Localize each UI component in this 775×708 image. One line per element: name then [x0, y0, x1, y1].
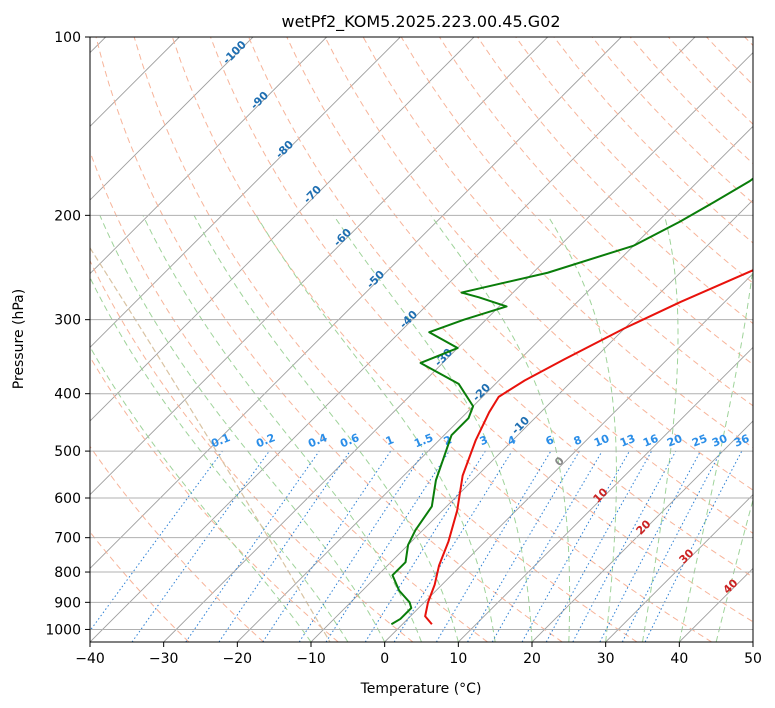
isotherm-line-8: [90, 37, 401, 348]
isotherm-line-12: [90, 37, 696, 642]
pressure-grid: [90, 37, 753, 630]
mixing-ratio-line-3: [218, 450, 351, 642]
parcel-guide-curve: [90, 247, 331, 642]
mixing-ratio-line-1: [131, 450, 270, 642]
isotherm-line-14: [237, 125, 753, 642]
moist-adiabat-6: [333, 215, 533, 642]
background-lines: [90, 37, 753, 642]
y-tick-label-6: 400: [54, 387, 81, 403]
y-tick-label-4: 600: [54, 491, 81, 507]
y-tick-label-7: 300: [54, 313, 81, 329]
dry-adiabat-3: [90, 259, 414, 642]
series-lines: [390, 177, 753, 626]
mixing-ratio-line-8: [393, 450, 513, 642]
mixing-ratio-label-15: 25: [690, 432, 709, 450]
chart-title: wetPf2_KOM5.2025.223.00.45.G02: [281, 12, 560, 32]
isotherm-line-9: [90, 37, 475, 422]
mixing-ratio-label-4: 1: [384, 433, 396, 448]
mixing-ratio-label-16: 30: [710, 432, 729, 450]
mixing-ratio-line-12: [521, 450, 630, 642]
x-tick-label-2: −20: [223, 651, 253, 667]
x-tick-label-4: 0: [380, 651, 389, 667]
x-tick-label-9: 50: [744, 651, 762, 667]
isotherm-line-21: [752, 641, 753, 642]
moist-adiabat-9: [642, 215, 679, 642]
isotherm-line-11: [90, 37, 622, 569]
mixing-ratio-label-13: 16: [641, 432, 660, 450]
plot-background: [90, 37, 753, 642]
moist-adiabat-4: [193, 215, 459, 642]
x-tick-label-6: 20: [523, 651, 541, 667]
mixing-ratio-line-6: [325, 450, 450, 642]
dry-adiabat-7: [171, 37, 712, 642]
isotherm-line-17: [458, 346, 753, 642]
dry-adiabat-10: [286, 37, 753, 534]
mixing-ratio-label-11: 10: [592, 432, 611, 450]
dry-adiabat-5: [95, 37, 563, 642]
y-axis: 1000 900 800 700 600 500 400 300 200 100: [45, 30, 90, 638]
y-tick-label-2: 800: [54, 565, 81, 581]
mixing-ratio-label-12: 13: [618, 432, 637, 450]
mixing-ratio-line-4: [262, 450, 392, 642]
mixing-ratio-line-5: [298, 450, 425, 642]
x-tick-label-0: −40: [75, 651, 105, 667]
moist-adiabat-7: [430, 215, 571, 642]
y-tick-label-1: 900: [54, 595, 81, 611]
isotherm-line-6: [90, 37, 254, 201]
moist-adiabat-2: [99, 215, 386, 642]
y-tick-label-8: 200: [54, 208, 81, 224]
dry-adiabat-9: [248, 37, 753, 578]
moist-adiabat-10: [678, 264, 753, 642]
mixing-ratio-label-10: 8: [572, 433, 584, 448]
dry-adiabat-16: [515, 37, 753, 284]
mixing-ratio-line-17: [644, 450, 743, 642]
mixing-ratio-line-2: [185, 450, 320, 642]
plot-frame: [89, 36, 754, 643]
x-axis-title: Temperature (°C): [360, 681, 482, 697]
x-tick-label-7: 30: [597, 651, 615, 667]
mixing-ratio-labels: 0.1 0.2 0.4 0.6 1 1.5 2 3 4 6 8 10 13 16 20 25 30 36: [209, 431, 751, 450]
y-tick-label-3: 700: [54, 531, 81, 547]
y-axis-title: Pressure (hPa): [11, 289, 27, 389]
y-tick-label-5: 500: [54, 444, 81, 460]
moist-adiabat-3: [142, 215, 422, 642]
isotherm-line-19: [605, 494, 753, 642]
x-axis: −40 −30 −20 −10 0 10 20 30 40 50: [75, 642, 762, 667]
isotherm-line-16: [384, 273, 753, 642]
y-tick-label-9: 100: [54, 30, 81, 46]
temperature-profile-line: [424, 269, 753, 625]
moist-adiabat-8: [547, 215, 617, 642]
mixing-ratio-label-6: 2: [442, 433, 454, 448]
x-tick-label-1: −30: [149, 651, 179, 667]
y-tick-label-0: 1000: [45, 622, 81, 638]
dry-adiabat-8: [210, 37, 753, 623]
isotherm-line-18: [531, 420, 753, 642]
mixing-ratio-line-13: [545, 450, 653, 642]
x-tick-label-5: 10: [449, 651, 467, 667]
mixing-ratio-label-14: 20: [665, 432, 684, 450]
mixing-ratio-line-0: [90, 450, 223, 632]
moist-adiabat-0: [90, 345, 312, 642]
dry-adiabat-11: [324, 37, 753, 491]
x-tick-label-3: −10: [296, 651, 326, 667]
mixing-ratio-label-7: 3: [478, 433, 490, 448]
mixing-ratio-line-14: [572, 450, 677, 642]
isotherm-line-13: [163, 52, 753, 642]
dewpoint-profile-line: [390, 177, 753, 626]
isotherm-line-10: [90, 37, 548, 496]
dry-adiabat-2: [90, 356, 339, 642]
mixing-ratio-label-17: 36: [732, 432, 751, 450]
dry-adiabat-1: [90, 445, 264, 642]
x-tick-label-8: 40: [670, 651, 688, 667]
isotherm-line-7: [90, 37, 327, 275]
